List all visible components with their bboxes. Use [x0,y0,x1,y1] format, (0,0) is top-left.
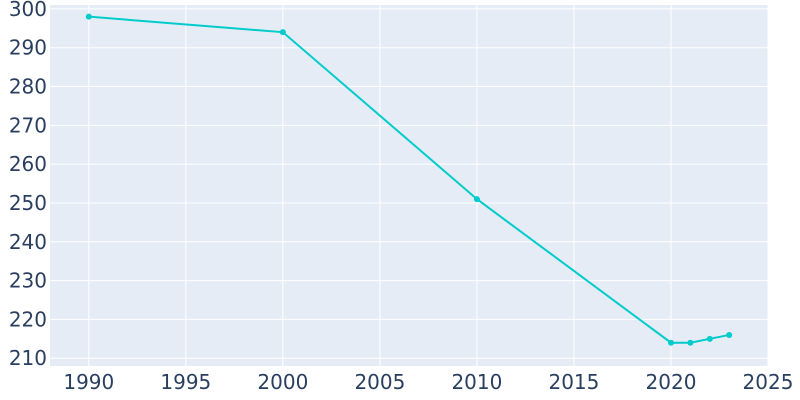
y-tick-label: 280 [9,75,47,99]
y-tick-label: 210 [9,346,47,370]
y-tick-label: 260 [9,152,47,176]
x-tick-label: 1990 [63,370,114,394]
y-tick-label: 290 [9,36,47,60]
x-tick-label: 2010 [451,370,502,394]
y-tick-label: 250 [9,191,47,215]
y-tick-label: 270 [9,113,47,137]
data-point [473,196,480,203]
x-tick-label: 2000 [257,370,308,394]
y-tick-label: 240 [9,230,47,254]
x-grid-lines [88,5,769,366]
data-point [706,335,713,342]
data-point [687,339,694,346]
y-tick-label: 230 [9,269,47,293]
x-tick-label: 2015 [548,370,599,394]
x-tick-label: 2005 [354,370,405,394]
data-point [726,331,733,338]
x-tick-label: 2025 [743,370,794,394]
plot-background [50,5,768,366]
x-tick-label: 1995 [160,370,211,394]
y-tick-label: 220 [9,307,47,331]
data-point [279,29,286,36]
population-series-points [85,13,733,346]
x-axis-tick-labels: 1990 1995 2000 2005 2010 2015 2020 2025 [63,370,793,394]
y-tick-label: 300 [9,0,47,21]
x-tick-label: 2020 [646,370,697,394]
data-point [667,339,674,346]
y-grid-lines [50,8,768,359]
data-point [85,13,92,20]
y-axis-tick-labels: 210 220 230 240 250 260 270 280 290 300 [9,0,47,370]
